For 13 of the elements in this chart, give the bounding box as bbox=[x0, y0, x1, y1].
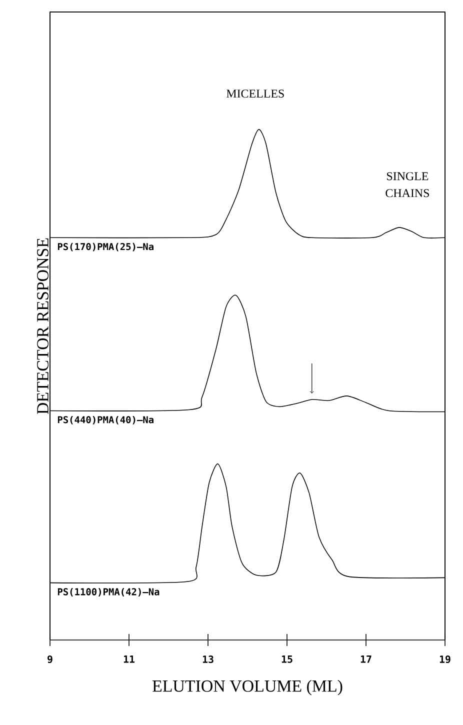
x-tick-label: 13 bbox=[202, 656, 214, 664]
series-label: PS(440)PMA(40)–Na bbox=[58, 416, 154, 424]
y-axis-title: DETECTOR RESPONSE bbox=[37, 238, 48, 414]
x-tick-label: 11 bbox=[124, 656, 135, 663]
x-tick-label: 19 bbox=[440, 656, 450, 664]
text: MICELLES bbox=[226, 90, 284, 98]
series-label: PS(1100)PMA(42)–Na bbox=[58, 588, 160, 596]
x-tick-label: 9 bbox=[48, 656, 52, 664]
x-tick-label: 15 bbox=[282, 656, 292, 663]
x-axis-title: ELUTION VOLUME (ML) bbox=[152, 680, 342, 696]
annotation: SINGLE CHAINS bbox=[386, 172, 429, 198]
series-label: PS(170)PMA(25)–Na bbox=[58, 242, 154, 252]
x-tick-label: 17 bbox=[360, 656, 372, 663]
